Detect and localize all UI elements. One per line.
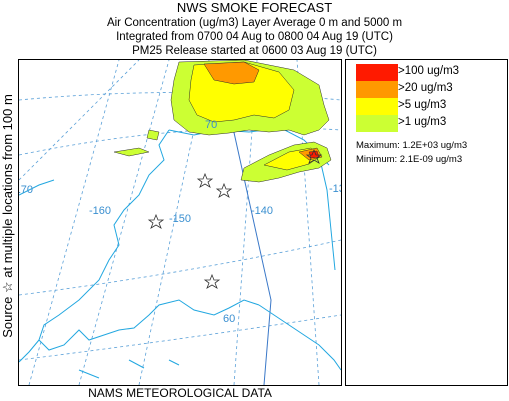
plume-fragment <box>146 129 160 141</box>
lon-label-140: -140 <box>251 205 273 217</box>
source-star-icon <box>147 213 165 229</box>
lon-line <box>78 60 170 385</box>
legend-swatch <box>356 81 398 98</box>
source-star-icon <box>215 182 233 198</box>
lat-label-70: 70 <box>205 119 217 131</box>
legend-label: >100 ug/m3 <box>398 65 460 77</box>
plume-fragment <box>113 147 150 157</box>
data-source-footer: NAMS METEOROLOGICAL DATA <box>88 386 272 400</box>
domain-boundary <box>232 127 272 385</box>
lon-label-130: -130 <box>329 183 341 195</box>
lon-label-170: -170 <box>19 184 33 196</box>
lon-label-160: -160 <box>89 205 111 217</box>
legend-swatch <box>356 98 398 115</box>
concentration-legend: >100 ug/m3 >20 ug/m3 >5 ug/m3 >1 ug/m3 M… <box>345 59 508 386</box>
legend-label: >1 ug/m3 <box>398 116 447 128</box>
smoke-plume-southeast <box>240 141 332 183</box>
plume-20ug <box>203 61 260 85</box>
smoke-plume-north <box>113 60 330 157</box>
source-star-icon <box>305 148 323 164</box>
lon-label-150: -150 <box>169 213 191 225</box>
siberia-coast <box>19 179 55 196</box>
source-star-icon <box>196 172 214 188</box>
legend-label: >20 ug/m3 <box>398 82 453 94</box>
map-title: NWS SMOKE FORECAST <box>176 0 333 15</box>
source-star-icon <box>203 273 221 289</box>
peninsula <box>19 339 40 363</box>
minimum-value: Minimum: 2.1E-09 ug/m3 <box>356 154 463 165</box>
map-panel: -170 -160 -150 -140 -130 70 60 <box>18 59 342 386</box>
legend-item: >20 ug/m3 <box>356 81 506 98</box>
border-coast <box>318 154 336 271</box>
gulf-coast <box>258 304 341 371</box>
legend-label: >5 ug/m3 <box>398 99 447 111</box>
integration-period: Integrated from 0700 04 Aug to 0800 04 A… <box>116 31 393 43</box>
lat-line <box>19 239 341 296</box>
release-info: PM25 Release started at 0600 03 Aug 19 (… <box>132 45 377 57</box>
west-coast <box>38 129 260 351</box>
legend-item: >1 ug/m3 <box>356 115 506 132</box>
legend-swatch <box>356 64 398 81</box>
lon-line <box>19 60 140 181</box>
source-markers <box>147 148 323 289</box>
legend-item: >100 ug/m3 <box>356 64 506 81</box>
lat-line <box>19 314 341 361</box>
maximum-value: Maximum: 1.2E+03 ug/m3 <box>356 140 468 151</box>
source-label: Source ☆ at multiple locations from 100 … <box>0 94 15 338</box>
alaska-map: -170 -160 -150 -140 -130 70 60 <box>19 60 341 385</box>
grid-labels: -170 -160 -150 -140 -130 70 60 <box>19 119 341 325</box>
plume-100ug <box>308 150 320 159</box>
lon-line <box>28 60 120 385</box>
legend-swatch <box>356 115 398 132</box>
islands <box>78 359 180 379</box>
lat-label-60: 60 <box>223 313 235 325</box>
layer-description: Air Concentration (ug/m3) Layer Average … <box>106 17 403 29</box>
legend-item: >5 ug/m3 <box>356 98 506 115</box>
